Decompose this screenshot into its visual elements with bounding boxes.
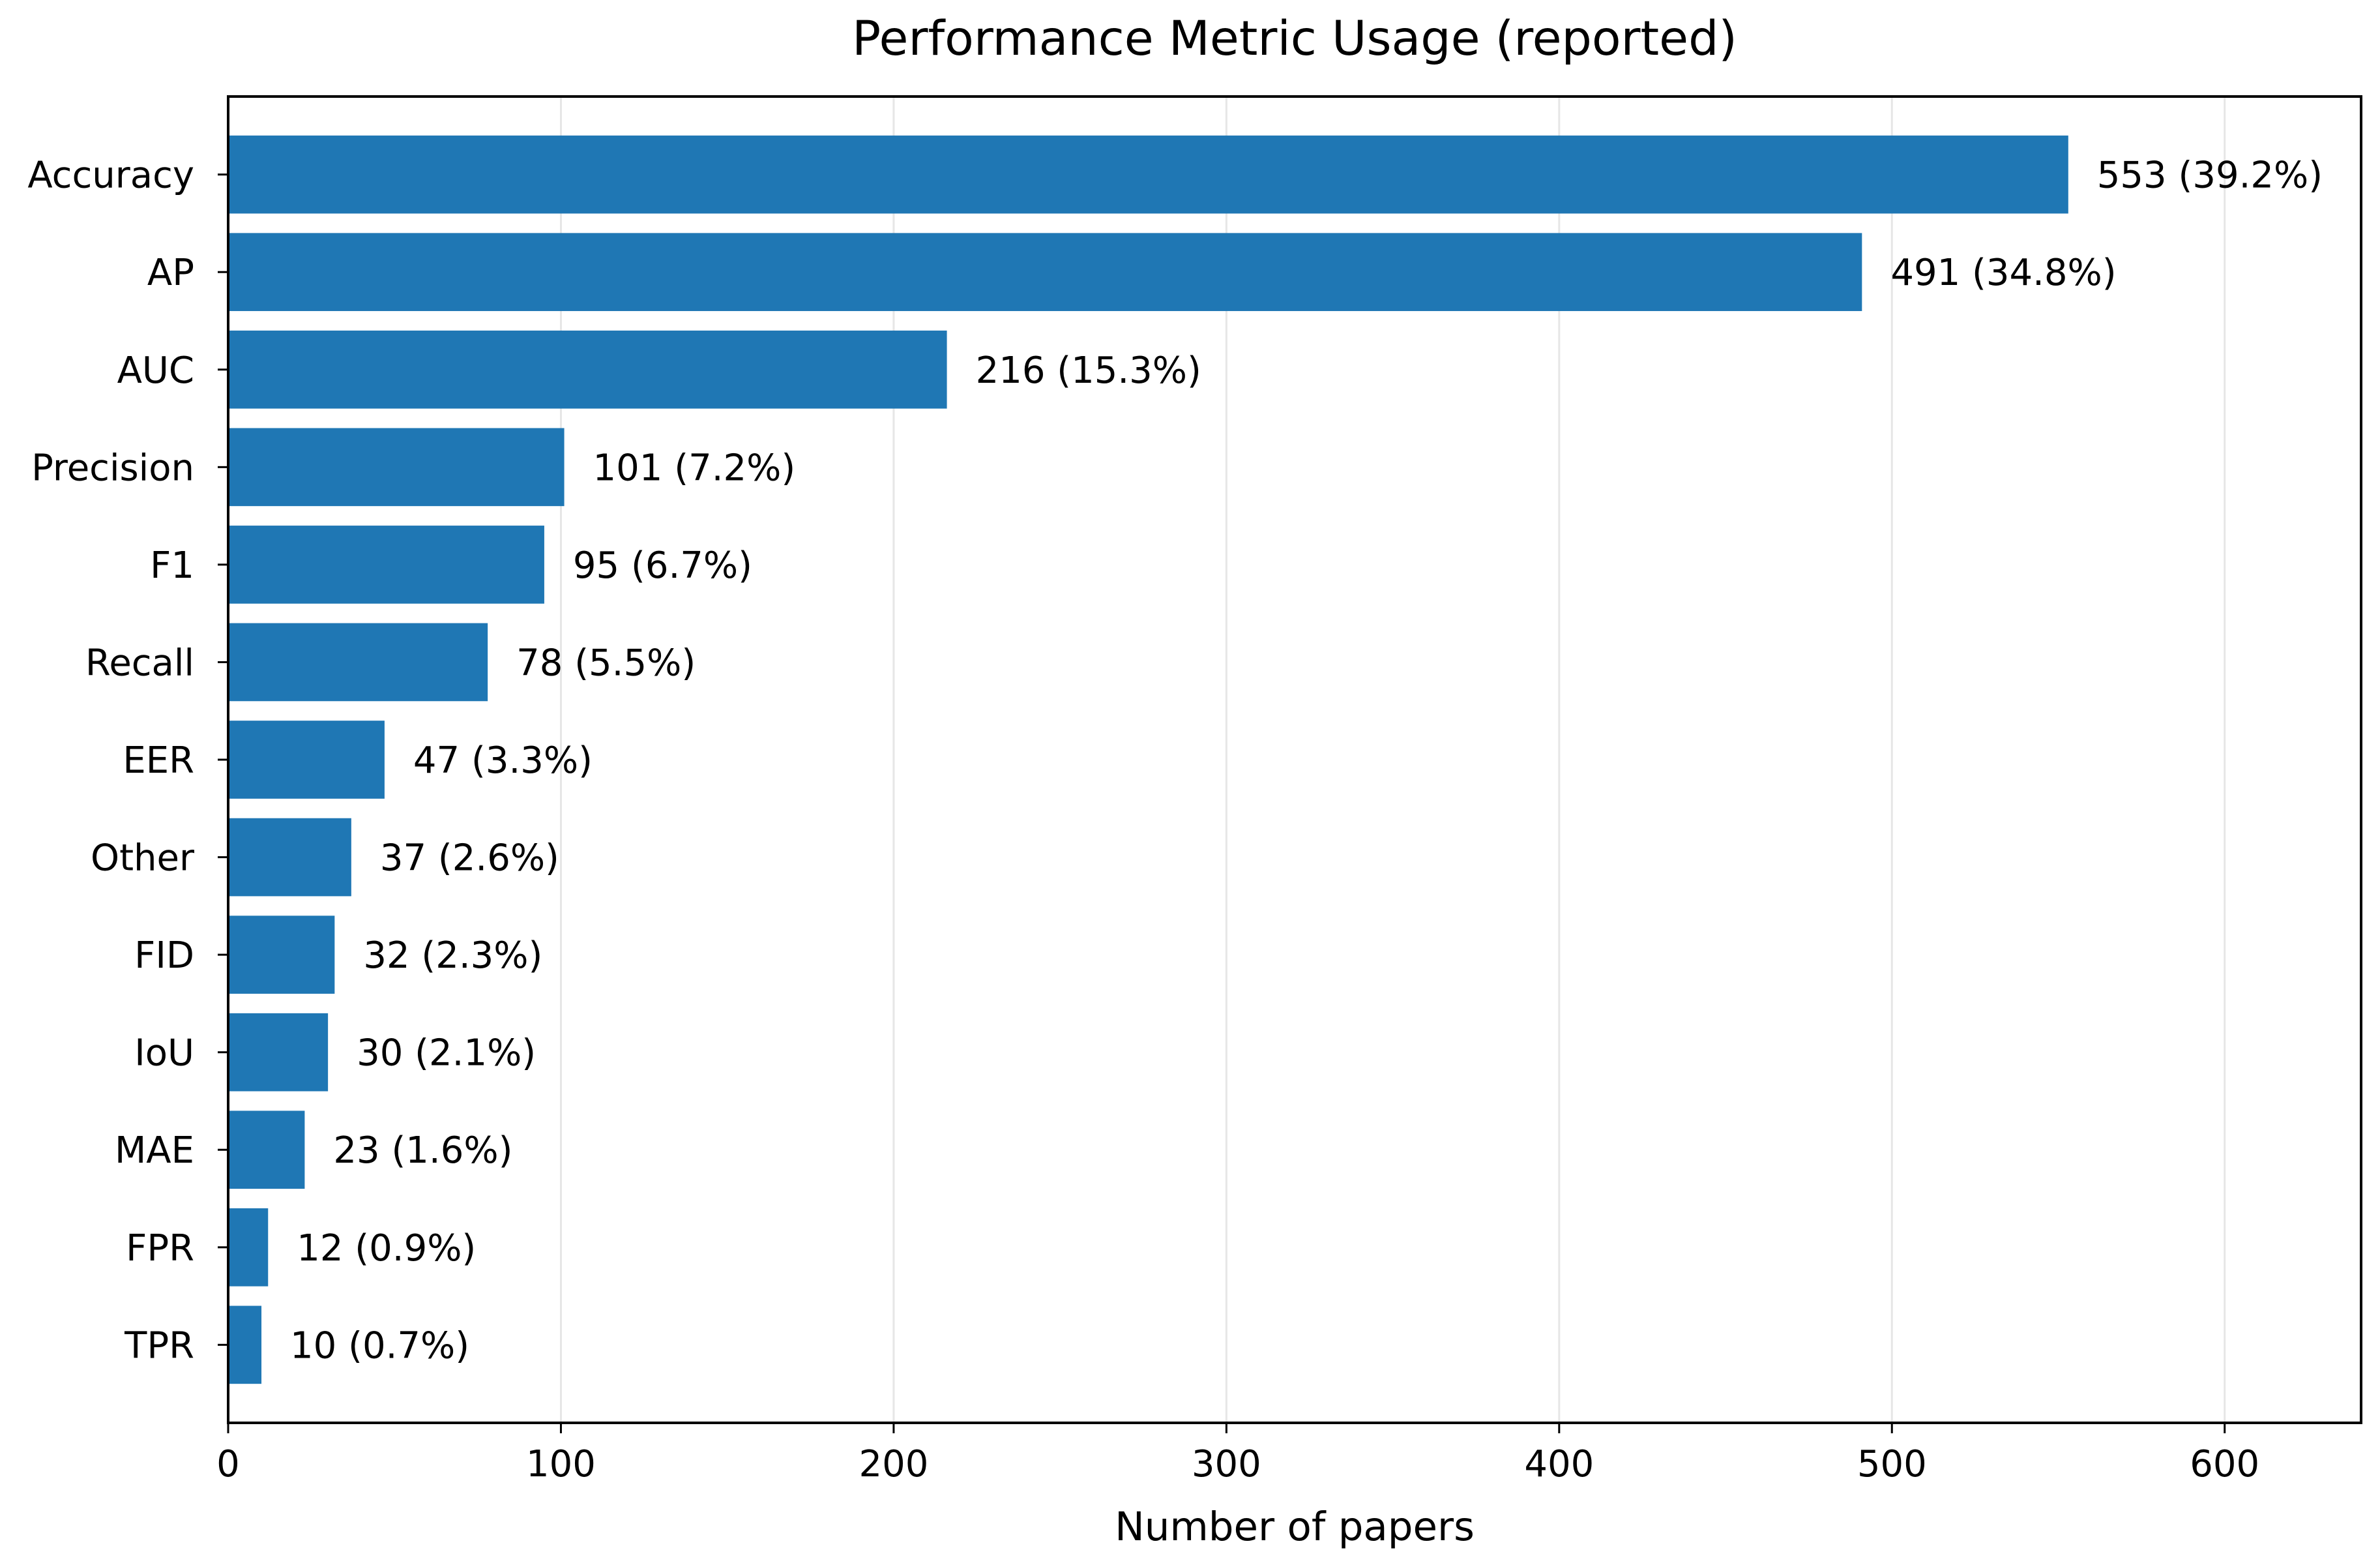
x-tick-label: 200	[859, 1443, 928, 1485]
y-tick-label: Accuracy	[27, 155, 194, 197]
y-tick-label: MAE	[115, 1129, 194, 1172]
y-tick-label: IoU	[134, 1032, 194, 1075]
bar	[228, 428, 565, 507]
y-tick-label: FPR	[126, 1227, 194, 1270]
bar	[228, 1305, 262, 1384]
y-tick-label: Other	[91, 837, 195, 880]
y-axis-ticks: Accuracy AP AUC Precision F1 Recall EER Other FI…	[27, 155, 228, 1367]
bar-value-label: 216 (15.3%)	[976, 350, 1201, 392]
bar	[228, 233, 1862, 312]
data-labels: 553 (39.2%) 491 (34.8%) 216 (15.3%) 101 (7.…	[290, 155, 2323, 1367]
y-tick-label: TPR	[124, 1324, 194, 1367]
y-tick-label: AP	[147, 252, 194, 294]
bar	[228, 135, 2068, 214]
bar-value-label: 37 (2.6%)	[380, 837, 559, 880]
gridlines	[559, 97, 2226, 1423]
y-tick-label: Precision	[31, 447, 194, 489]
x-tick-label: 500	[1857, 1443, 1927, 1485]
bar-value-label: 101 (7.2%)	[593, 447, 796, 489]
bar-value-label: 12 (0.9%)	[297, 1227, 476, 1270]
bar-value-label: 10 (0.7%)	[290, 1324, 469, 1367]
bar	[228, 1208, 269, 1287]
bar-value-label: 30 (2.1%)	[357, 1032, 536, 1075]
x-tick-label: 600	[2190, 1443, 2259, 1485]
bars	[228, 135, 2068, 1384]
x-tick-label: 0	[216, 1443, 240, 1485]
y-tick-label: Recall	[85, 642, 194, 684]
bar	[228, 916, 335, 994]
x-axis-ticks: 0 100 200 300 400 500 600	[216, 1423, 2259, 1485]
y-tick-label: EER	[123, 739, 194, 782]
bar-value-label: 95 (6.7%)	[573, 544, 752, 587]
y-tick-label: F1	[150, 544, 194, 587]
bar	[228, 721, 385, 799]
x-axis-label: Number of papers	[1115, 1504, 1475, 1550]
x-tick-label: 100	[526, 1443, 596, 1485]
bar-value-label: 32 (2.3%)	[363, 934, 542, 977]
bar-value-label: 491 (34.8%)	[1890, 252, 2116, 294]
bar	[228, 330, 947, 409]
bar	[228, 818, 351, 897]
bar	[228, 1013, 329, 1092]
x-tick-label: 400	[1524, 1443, 1594, 1485]
x-tick-label: 300	[1192, 1443, 1261, 1485]
bar-value-label: 78 (5.5%)	[516, 642, 696, 684]
bar-value-label: 553 (39.2%)	[2097, 155, 2323, 197]
bar	[228, 1110, 305, 1189]
y-tick-label: FID	[134, 934, 194, 977]
bar-value-label: 23 (1.6%)	[333, 1129, 512, 1172]
bar-value-label: 47 (3.3%)	[413, 739, 593, 782]
chart-title: Performance Metric Usage (reported)	[852, 11, 1737, 67]
bar	[228, 623, 488, 702]
bar	[228, 526, 544, 604]
y-tick-label: AUC	[117, 350, 194, 392]
